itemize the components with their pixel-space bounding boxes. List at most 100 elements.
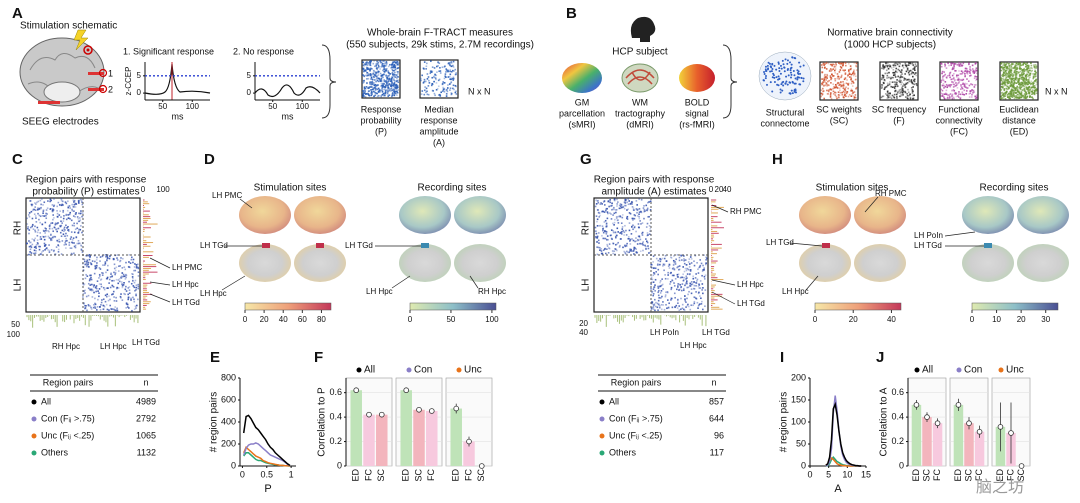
tick-label: 0 bbox=[709, 185, 714, 194]
matrix-cell bbox=[1027, 86, 1030, 88]
matrix-cell bbox=[126, 303, 129, 305]
matrix-cell bbox=[703, 278, 706, 280]
matrix-cell bbox=[90, 288, 93, 291]
matrix-cell bbox=[835, 62, 837, 65]
matrix-cell bbox=[602, 229, 604, 232]
matrix-cell bbox=[1027, 88, 1029, 90]
matrix-cell bbox=[1021, 69, 1023, 72]
matrix-cell bbox=[71, 208, 73, 211]
matrix-cell bbox=[640, 223, 642, 225]
matrix-cell bbox=[887, 94, 890, 97]
connectome-node bbox=[791, 92, 794, 95]
matrix-cell bbox=[1007, 68, 1009, 71]
matrix-cell bbox=[855, 87, 857, 90]
matrix-cell bbox=[1012, 74, 1015, 76]
matrix-cell bbox=[1027, 74, 1030, 77]
connectome-node bbox=[777, 61, 780, 64]
matrix-cell bbox=[829, 94, 832, 96]
matrix-cell bbox=[635, 208, 638, 210]
mean-marker bbox=[934, 420, 941, 427]
matrix-cell bbox=[629, 240, 631, 242]
matrix-cell bbox=[1006, 73, 1009, 75]
tick-label: 40 bbox=[279, 315, 288, 324]
matrix-cell bbox=[378, 89, 381, 91]
matrix-cell bbox=[698, 266, 700, 269]
matrix-cell bbox=[683, 287, 685, 290]
matrix-cell bbox=[605, 223, 608, 226]
matrix-cell bbox=[616, 209, 618, 211]
matrix-cell bbox=[40, 206, 42, 209]
matrix-cell bbox=[124, 288, 127, 291]
matrix-cell bbox=[900, 91, 902, 93]
matrix-cell bbox=[100, 285, 103, 288]
matrix-cell bbox=[52, 235, 55, 238]
matrix-cell bbox=[607, 200, 610, 203]
matrix-cell bbox=[113, 308, 115, 311]
matrix-cell bbox=[890, 76, 892, 79]
connectome-node bbox=[796, 69, 799, 72]
matrix-cell bbox=[386, 92, 389, 94]
matrix-cell bbox=[683, 259, 685, 262]
matrix-cell bbox=[942, 75, 944, 78]
matrix-cell bbox=[616, 219, 619, 222]
matrix-cell bbox=[952, 81, 955, 84]
matrix-cell bbox=[1027, 87, 1029, 89]
matrix-cell bbox=[899, 95, 901, 98]
matrix-cell bbox=[35, 247, 37, 250]
matrix-cell bbox=[1014, 69, 1017, 72]
matrix-cell bbox=[838, 94, 841, 97]
bar bbox=[376, 414, 388, 466]
matrix-cell bbox=[894, 74, 896, 77]
matrix-cell bbox=[364, 87, 367, 90]
matrix-cell bbox=[944, 81, 947, 83]
matrix-cell bbox=[651, 291, 653, 294]
matrix-cell bbox=[436, 71, 438, 73]
matrix-cell bbox=[663, 264, 666, 267]
matrix-cell bbox=[76, 227, 79, 230]
connectome-node bbox=[789, 71, 792, 74]
matrix-cell bbox=[1005, 72, 1008, 74]
matrix-cell bbox=[1006, 74, 1009, 77]
matrix-cell bbox=[383, 73, 385, 76]
matrix-cell bbox=[1015, 68, 1017, 71]
matrix-cell bbox=[1024, 96, 1026, 99]
matrix-cell bbox=[1019, 77, 1022, 80]
matrix-cell bbox=[390, 85, 393, 88]
matrix-cell bbox=[452, 66, 455, 68]
matrix-cell bbox=[1021, 74, 1023, 76]
matrix-cell bbox=[947, 84, 949, 87]
matrix-cell bbox=[115, 287, 118, 290]
matrix-cell bbox=[607, 252, 610, 254]
matrix-cell bbox=[381, 63, 383, 66]
matrix-cell bbox=[27, 226, 29, 228]
matrix-cell bbox=[366, 75, 368, 77]
matrix-cell bbox=[124, 293, 126, 296]
matrix-cell bbox=[947, 62, 949, 65]
matrix-cell bbox=[35, 249, 37, 252]
matrix-cell bbox=[659, 260, 662, 263]
matrix-cell bbox=[636, 215, 639, 217]
matrix-cell bbox=[820, 64, 823, 66]
bar bbox=[922, 417, 932, 466]
matrix-cell bbox=[135, 294, 137, 297]
matrix-cell bbox=[1002, 71, 1005, 74]
matrix-cell bbox=[381, 89, 384, 92]
matrix-cell bbox=[633, 248, 635, 250]
label: Correlation to P bbox=[317, 387, 328, 457]
matrix-cell bbox=[1003, 80, 1006, 83]
matrix-cell bbox=[1014, 91, 1016, 94]
matrix-cell bbox=[850, 78, 852, 81]
matrix-cell bbox=[631, 203, 633, 205]
label: Stimulation sites bbox=[254, 183, 327, 194]
matrix-cell bbox=[666, 299, 669, 301]
matrix-cell bbox=[615, 209, 617, 211]
matrix-cell bbox=[853, 74, 855, 77]
matrix-cell bbox=[86, 259, 89, 262]
matrix-cell bbox=[1011, 78, 1014, 81]
matrix-cell bbox=[844, 91, 847, 93]
matrix-cell bbox=[1018, 91, 1020, 94]
matrix-cell bbox=[367, 87, 370, 90]
matrix-cell bbox=[377, 64, 380, 67]
matrix-cell bbox=[392, 61, 395, 63]
mean-marker bbox=[955, 402, 962, 408]
